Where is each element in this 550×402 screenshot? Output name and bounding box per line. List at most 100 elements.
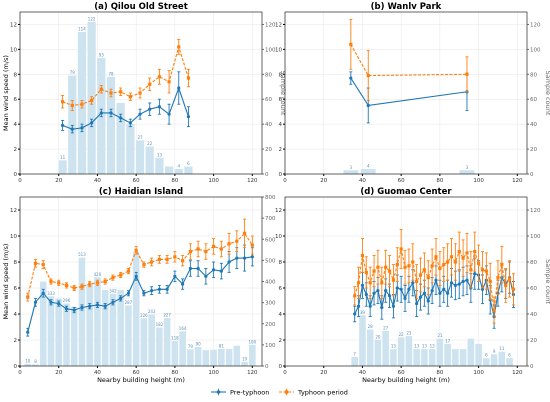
bar-label: 6	[508, 353, 511, 358]
x-tick-label: 120	[247, 370, 258, 376]
data-point	[72, 308, 76, 312]
bar	[184, 166, 193, 174]
y-tick-label: 2	[14, 147, 18, 153]
bar	[126, 124, 135, 174]
bar	[148, 314, 155, 366]
y-tick-label: 10	[275, 47, 282, 53]
data-point	[403, 296, 407, 300]
y-tick-label: 6	[14, 286, 18, 292]
data-point	[480, 287, 485, 291]
data-point	[484, 269, 488, 273]
x-tick-label: 20	[320, 370, 327, 376]
bar	[187, 349, 194, 366]
data-point	[72, 286, 76, 290]
bar-label: 81	[219, 343, 225, 348]
data-point	[70, 127, 74, 131]
bar	[506, 358, 513, 366]
data-point	[387, 294, 392, 298]
bar	[233, 345, 241, 366]
y-tick-label: 0	[14, 172, 18, 178]
bar	[421, 349, 428, 366]
data-point	[504, 283, 508, 287]
y-right-tick-label: 40	[530, 122, 537, 128]
bar	[498, 351, 506, 366]
bar-label: 28	[368, 324, 374, 329]
data-point	[457, 282, 461, 286]
bar-label: 243	[148, 309, 156, 314]
data-point	[242, 231, 247, 235]
bar-label: 19	[242, 356, 248, 361]
y-tick-label: 4	[279, 122, 283, 128]
series-typhoon-line	[27, 232, 253, 298]
data-point	[235, 239, 239, 243]
x-tick-label: 20	[55, 178, 62, 184]
y-right-axis-label: Sample count	[544, 71, 550, 116]
series-typhoon-line	[354, 248, 514, 311]
bar	[483, 358, 490, 366]
bar	[145, 146, 154, 174]
data-point	[372, 291, 376, 295]
x-tick-label: 60	[133, 370, 140, 376]
bar	[68, 75, 77, 174]
x-tick-label: 40	[94, 178, 101, 184]
data-point	[204, 250, 208, 254]
bar	[475, 343, 482, 366]
data-point	[360, 253, 365, 258]
bar	[179, 331, 186, 366]
data-point	[426, 276, 430, 280]
data-point	[196, 266, 200, 271]
data-point	[411, 260, 415, 264]
data-point	[407, 264, 411, 268]
data-point	[465, 72, 469, 76]
bar-label: 13	[157, 152, 163, 157]
legend: Pre-typhoon Typhoon period	[211, 388, 348, 396]
data-point	[142, 291, 146, 295]
bar-label: 9	[493, 349, 496, 354]
data-point	[438, 266, 442, 271]
bar	[202, 350, 210, 366]
data-point	[157, 257, 161, 261]
data-point	[384, 265, 388, 269]
bar	[194, 346, 202, 366]
bar	[390, 349, 397, 366]
y-tick-label: 12	[10, 208, 17, 214]
data-point	[64, 307, 69, 311]
data-point	[167, 80, 171, 84]
bar-label: 27	[383, 325, 389, 330]
y-right-tick-label: 0	[265, 364, 269, 370]
data-point	[111, 300, 115, 304]
x-tick-label: 80	[436, 178, 443, 184]
legend-pre-label: Pre-typhoon	[230, 388, 269, 396]
data-point	[173, 255, 177, 259]
bar	[47, 296, 55, 366]
bar-label: 27	[137, 135, 143, 140]
data-point	[188, 250, 192, 254]
bar	[86, 283, 93, 366]
data-point	[446, 260, 450, 264]
y-tick-label: 4	[279, 312, 283, 318]
panel-2: 3 4 30 20 40 60 80 100 1200246810120204060801001…	[275, 2, 550, 184]
data-point	[57, 302, 61, 306]
data-point	[157, 287, 161, 291]
data-point	[242, 256, 247, 260]
data-point	[157, 105, 161, 109]
y-right-tick-label: 800	[265, 195, 276, 201]
y-right-tick-label: 20	[530, 338, 537, 344]
data-point	[418, 295, 423, 299]
data-point	[356, 304, 361, 308]
y-right-tick-label: 0	[530, 364, 534, 370]
bar	[467, 338, 475, 366]
x-tick-label: 0	[18, 178, 22, 184]
data-point	[366, 103, 370, 108]
bar	[132, 251, 140, 366]
bar-label: 90	[196, 341, 202, 346]
bar	[444, 343, 451, 366]
y-tick-label: 12	[275, 22, 282, 28]
y-right-tick-label: 20	[265, 147, 272, 153]
bar-label: 6	[187, 161, 190, 166]
data-point	[364, 292, 368, 297]
bar	[94, 277, 101, 366]
panel-title: (c) Haidian Island	[99, 187, 183, 197]
data-point	[469, 268, 473, 272]
data-point	[134, 274, 138, 278]
